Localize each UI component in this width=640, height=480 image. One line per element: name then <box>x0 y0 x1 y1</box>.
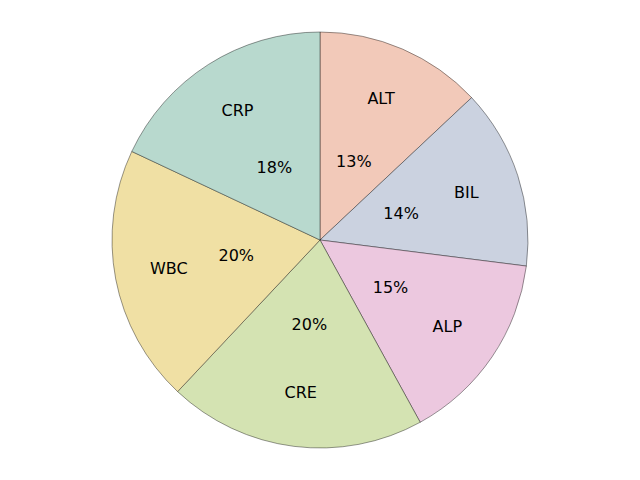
data-label: 14% <box>383 204 419 223</box>
chart: ALT BIL ALP CRE WBC CRP 13% 14% 15% 20% 20% 18% <box>0 0 640 480</box>
slice-label: ALP <box>433 317 463 336</box>
labels: ALT BIL ALP CRE WBC CRP 13% 14% 15% 20% 20% 18% <box>150 89 479 402</box>
pie-slice <box>132 32 320 240</box>
slice-label: CRP <box>222 101 254 120</box>
slice-label: CRE <box>285 383 317 402</box>
data-label: 15% <box>373 278 409 297</box>
pie-slice <box>320 98 528 266</box>
data-label: 13% <box>336 152 372 171</box>
data-label: 20% <box>218 246 254 265</box>
slice-label: ALT <box>367 89 395 108</box>
data-label: 20% <box>292 315 328 334</box>
slice-label: WBC <box>150 259 188 278</box>
pie <box>112 32 528 448</box>
data-label: 18% <box>257 158 293 177</box>
slice-label: BIL <box>454 183 479 202</box>
